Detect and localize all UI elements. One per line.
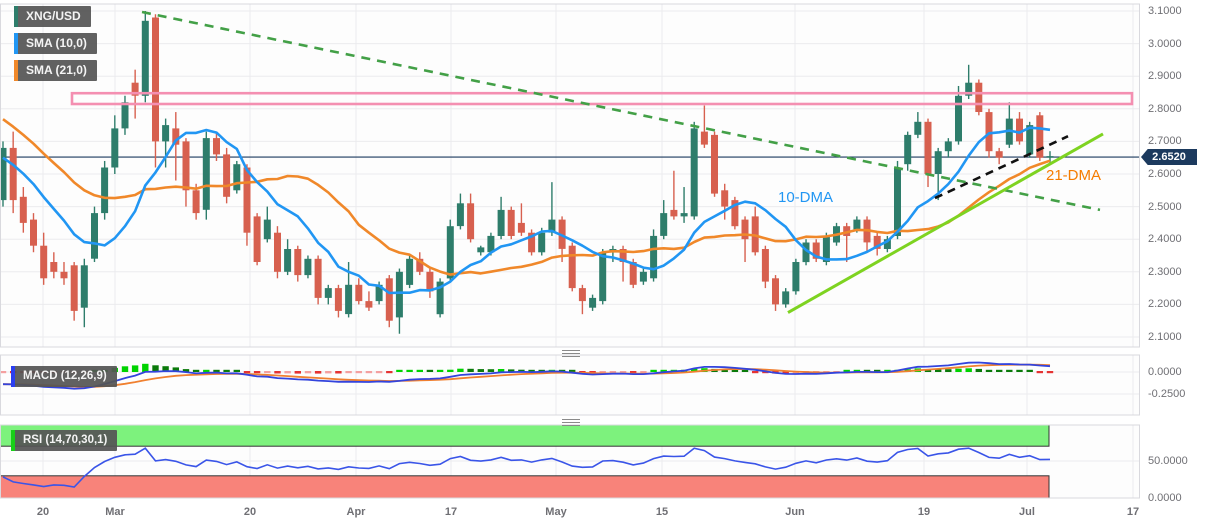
time-axis-label: Jun [785,506,805,518]
legend-label: XNG/USD [26,9,81,23]
legend-accent [14,33,18,54]
axis-tick-label: 3.1000 [1148,5,1182,17]
dma21-annotation: 21-DMA [1046,167,1102,184]
time-axis-label: 17 [444,506,458,518]
rsi-line [2,447,1051,488]
axis-tick-label: 2.3000 [1148,265,1182,278]
supply-zone-box [70,91,1134,106]
current-price-badge: 2.6520 [1141,149,1197,166]
short-black-trendline [934,135,1069,200]
legend-label: SMA (21,0) [26,63,87,77]
ascending-trendline [787,132,1104,314]
panel-resize-handle[interactable] [562,348,580,357]
axis-tick-label: 2.7000 [1148,135,1182,148]
time-axis-label: Apr [346,506,366,518]
dma10-annotation: 10-DMA [778,189,834,206]
legend-item-xng-usd[interactable]: XNG/USD [14,6,91,27]
axis-tick-label: 2.9000 [1148,70,1182,83]
axis-tick-label: 50.0000 [1148,455,1188,467]
legend-accent [14,60,18,81]
legend-item-sma-10-0-[interactable]: SMA (10,0) [14,33,97,54]
rsi-panel[interactable] [0,425,1051,498]
legend-item-sma-21-0-[interactable]: SMA (21,0) [14,60,97,81]
sma10-line [2,126,1051,295]
legend-accent [11,366,15,387]
axis-tick-label: 2.6000 [1148,168,1182,180]
axis-tick-label: -0.2500 [1148,388,1186,400]
axis-tick-label: 2.5000 [1148,200,1182,213]
axis-tick-label: 2.4000 [1148,233,1182,246]
panel-resize-handle[interactable] [562,417,580,426]
rsi-indicator-label[interactable]: RSI (14,70,30,1) [11,430,118,451]
legend-accent [14,6,18,27]
time-axis-label: May [545,506,567,518]
axis-tick-label: 0.0000 [1148,366,1182,378]
sma21-line [2,118,1051,276]
descending-trendline [141,10,1101,212]
axis-tick-label: 2.8000 [1148,102,1182,115]
time-axis-label: 15 [655,506,669,518]
axis-tick-label: 2.2000 [1148,298,1182,311]
rsi-oversold-band [0,475,1050,498]
legend-label: SMA (10,0) [26,36,87,50]
axis-tick-label: 3.0000 [1148,37,1182,50]
time-axis-label: 20 [36,506,50,518]
legend-label: MACD (12,26,9) [23,370,107,382]
time-axis-label: 17 [1126,506,1140,518]
macd-line [2,361,1051,390]
time-axis-label: Jul [1019,506,1035,518]
legend-accent [11,430,15,451]
main-price-panel[interactable] [0,10,1140,334]
time-axis-label: 20 [243,506,257,518]
axis-tick-label: 2.1000 [1148,331,1182,343]
time-axis-label: Mar [105,506,125,518]
axis-tick-label: 0.0000 [1148,492,1182,504]
macd-indicator-label[interactable]: MACD (12,26,9) [11,366,117,387]
time-axis-label: 19 [917,506,931,518]
rsi-overbought-band [0,425,1050,447]
legend-label: RSI (14,70,30,1) [23,434,108,446]
